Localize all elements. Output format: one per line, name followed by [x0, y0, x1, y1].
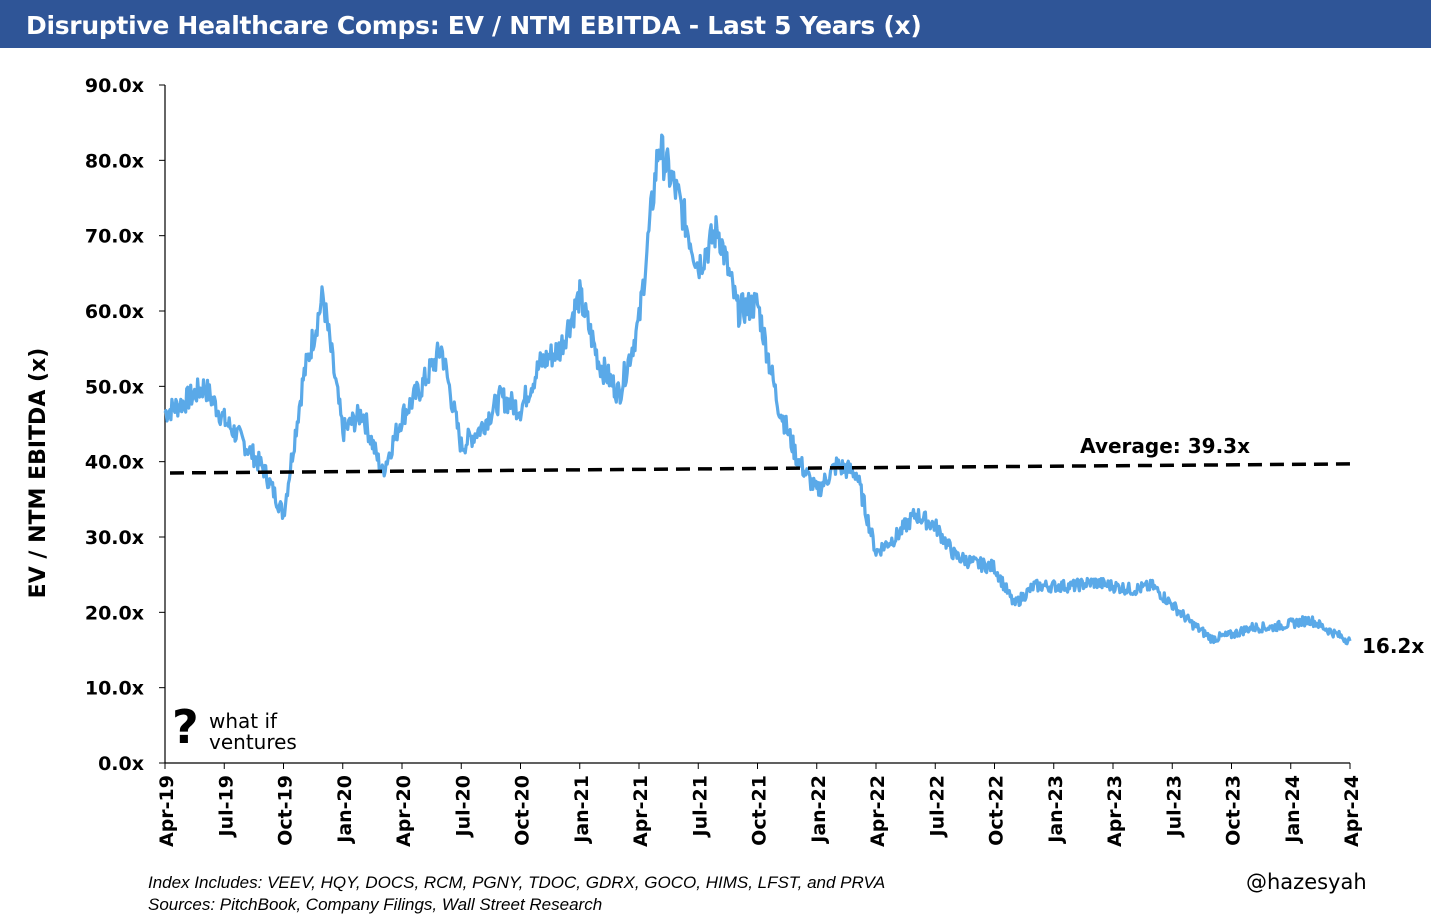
y-tick-label: 30.0x: [85, 527, 144, 549]
y-tick-label: 40.0x: [85, 452, 144, 474]
x-tick-label: Apr-20: [393, 775, 415, 847]
x-tick-label: Jul-20: [452, 775, 474, 838]
logo-line2: ventures: [209, 730, 297, 754]
y-tick-label: 10.0x: [85, 678, 144, 700]
x-tick-label: Jan-20: [334, 775, 356, 845]
x-tick-label: Jul-22: [926, 775, 948, 838]
x-tick-label: Jan-24: [1282, 775, 1304, 845]
x-axis-ticks: Apr-19 Jul-19 Oct-19 Jan-20 Apr-20 Jul-20 Oct-…: [156, 763, 1363, 847]
x-tick-label: Oct-22: [986, 775, 1008, 846]
y-tick-label: 20.0x: [85, 602, 144, 624]
x-tick-label: Oct-23: [1223, 775, 1245, 846]
series-line: [163, 133, 1352, 646]
y-tick-label: 70.0x: [85, 226, 144, 248]
average-group: Average: 39.3x: [169, 434, 1351, 475]
title-bar: Disruptive Healthcare Comps: EV / NTM EB…: [0, 0, 1431, 48]
x-tick-label: Jan-21: [571, 775, 593, 845]
average-label: Average: 39.3x: [1080, 434, 1250, 458]
x-tick-label: Apr-19: [156, 775, 178, 847]
x-tick-label: Jan-23: [1045, 775, 1067, 845]
sources-note: Sources: PitchBook, Company Filings, Wal…: [148, 895, 603, 914]
y-tick-label: 90.0x: [85, 75, 144, 97]
x-tick-label: Apr-22: [867, 775, 889, 847]
x-tick-label: Jul-21: [689, 775, 711, 838]
author-handle: @hazesyah: [1246, 870, 1367, 894]
logo: ? what if ventures: [172, 700, 322, 758]
y-tick-label: 0.0x: [98, 753, 144, 775]
y-axis-ticks: 0.0x 10.0x 20.0x 30.0x 40.0x 50.0x 60.0x 70.0x 8…: [85, 75, 165, 775]
x-tick-label: Jul-19: [215, 775, 237, 838]
y-tick-label: 50.0x: [85, 376, 144, 398]
index-note: Index Includes: VEEV, HQY, DOCS, RCM, PG…: [148, 873, 886, 892]
line-chart: EV / NTM EBITDA (x) 0.0x 10.0x 20.0x 30.0x 4…: [26, 75, 1424, 847]
y-axis-label: EV / NTM EBITDA (x): [26, 348, 51, 599]
series-group: [163, 133, 1352, 646]
x-tick-label: Apr-21: [630, 775, 652, 847]
logo-text: what if ventures: [209, 711, 297, 753]
x-tick-label: Jul-23: [1163, 775, 1185, 838]
x-tick-label: Apr-24: [1341, 775, 1363, 847]
last-value-label: 16.2x: [1362, 634, 1424, 658]
x-tick-label: Oct-20: [512, 775, 534, 846]
x-tick-label: Jan-22: [808, 775, 830, 845]
axes: [164, 85, 1350, 764]
y-tick-label: 80.0x: [85, 150, 144, 172]
x-tick-label: Apr-23: [1104, 775, 1126, 847]
average-line: [169, 462, 1351, 475]
logo-line1: what if: [209, 709, 278, 733]
chart-title: Disruptive Healthcare Comps: EV / NTM EB…: [26, 11, 922, 40]
x-tick-label: Oct-19: [275, 775, 297, 846]
question-mark-icon: ?: [172, 700, 199, 754]
y-tick-label: 60.0x: [85, 301, 144, 323]
x-tick-label: Oct-21: [749, 775, 771, 846]
